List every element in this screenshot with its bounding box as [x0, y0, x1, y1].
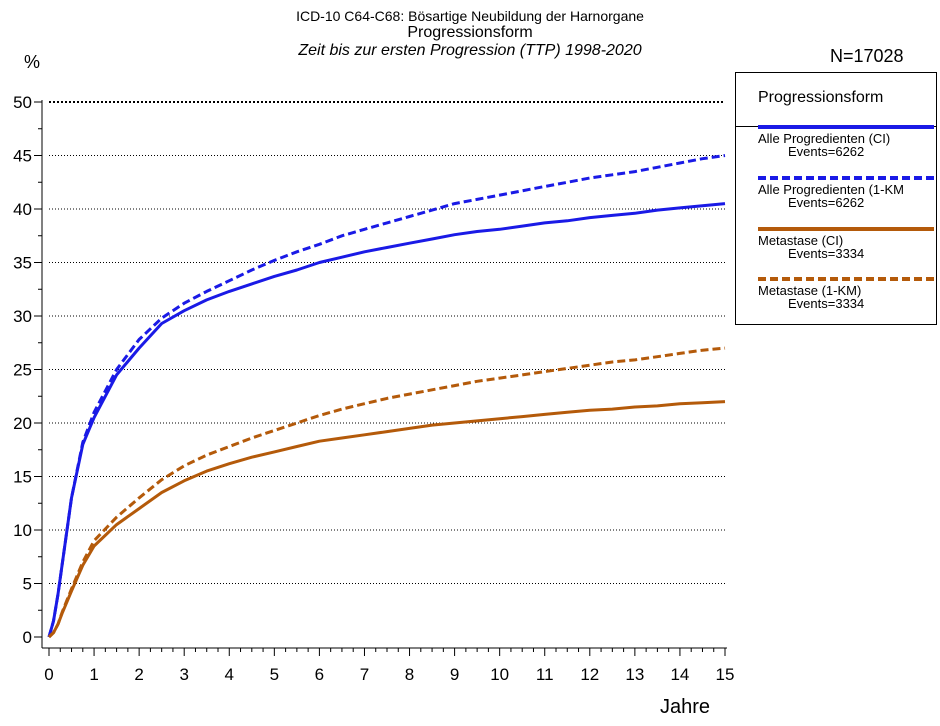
legend-swatch-4	[758, 277, 934, 281]
x-tick-label-7: 7	[360, 665, 369, 684]
legend: Progressionsform Alle Progredienten (CI)…	[735, 72, 937, 325]
x-axis-label: Jahre	[660, 696, 711, 718]
legend-events-3: Events=3334	[788, 246, 865, 261]
y-axis-unit: %	[24, 52, 41, 72]
x-tick-label-3: 3	[179, 665, 188, 684]
x-tick-label-10: 10	[490, 665, 509, 684]
sample-size: N=17028	[830, 46, 904, 66]
x-tick-label-4: 4	[225, 665, 234, 684]
x-tick-label-9: 9	[450, 665, 459, 684]
legend-label-4: Metastase (1-KM)	[758, 283, 862, 298]
y-tick-label-45: 45	[13, 147, 32, 166]
legend-item-4: Metastase (1-KM) Events=3334	[736, 277, 936, 327]
chart-subtitle: Progressionsform	[407, 24, 533, 41]
legend-label-3: Metastase (CI)	[758, 233, 844, 248]
series-line-1	[47, 202, 726, 638]
y-tick-label-20: 20	[13, 414, 32, 433]
legend-swatch-2	[758, 176, 934, 180]
legend-events-4: Events=3334	[788, 296, 865, 311]
series-line-2	[47, 154, 726, 638]
chart-period: Zeit bis zur ersten Progression (TTP) 19…	[298, 42, 642, 59]
x-tick-label-12: 12	[580, 665, 599, 684]
legend-label-1: Alle Progredienten (CI)	[758, 131, 891, 146]
x-tick-label-15: 15	[716, 665, 735, 684]
x-tick-label-11: 11	[536, 665, 554, 684]
y-tick-label-30: 30	[13, 307, 32, 326]
legend-swatch-1	[758, 125, 934, 129]
legend-item-2: Alle Progredienten (1-KM Events=6262	[736, 176, 936, 226]
x-tick-label-5: 5	[270, 665, 279, 684]
x-tick-label-13: 13	[625, 665, 644, 684]
y-tick-label-5: 5	[23, 575, 32, 594]
chart-title: ICD-10 C64-C68: Bösartige Neubildung der…	[296, 8, 644, 24]
y-tick-label-15: 15	[13, 468, 32, 487]
x-tick-label-2: 2	[134, 665, 143, 684]
y-tick-label-10: 10	[13, 521, 32, 540]
x-tick-label-14: 14	[670, 665, 689, 684]
legend-label-2: Alle Progredienten (1-KM	[758, 182, 904, 197]
series-line-4	[47, 346, 726, 639]
legend-events-1: Events=6262	[788, 144, 865, 159]
y-tick-label-40: 40	[13, 200, 32, 219]
series-line-3	[47, 400, 726, 639]
y-tick-label-50: 50	[13, 93, 32, 112]
legend-title: Progressionsform	[758, 89, 884, 106]
y-tick-label-0: 0	[23, 628, 32, 647]
y-tick-label-35: 35	[13, 254, 32, 273]
legend-item-3: Metastase (CI) Events=3334	[736, 227, 936, 277]
legend-swatch-3	[758, 227, 934, 231]
legend-events-2: Events=6262	[788, 195, 865, 210]
y-tick-label-25: 25	[13, 361, 32, 380]
x-tick-label-6: 6	[315, 665, 324, 684]
legend-item-1: Alle Progredienten (CI) Events=6262	[736, 125, 936, 175]
x-tick-label-8: 8	[405, 665, 414, 684]
x-tick-label-0: 0	[44, 665, 53, 684]
x-tick-label-1: 1	[89, 665, 98, 684]
